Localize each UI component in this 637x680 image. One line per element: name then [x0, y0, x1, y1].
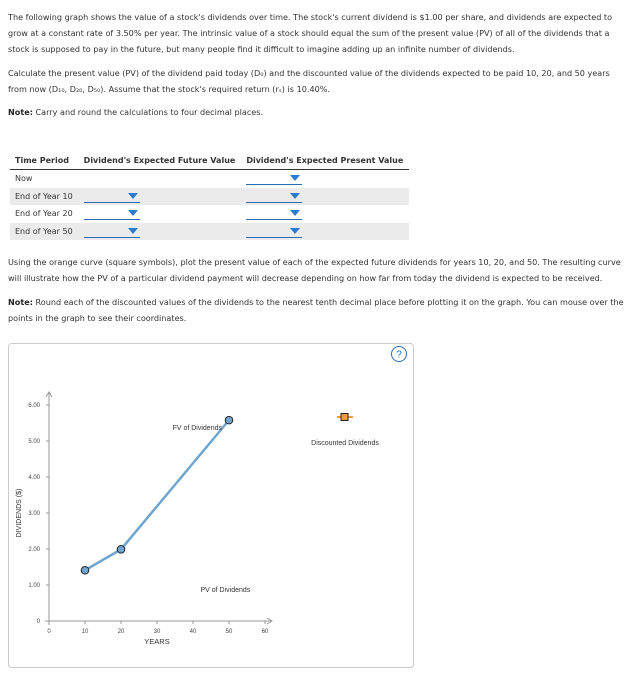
x-tick-label: 10	[82, 629, 89, 635]
y-arrow	[45, 391, 53, 398]
help-button[interactable]	[391, 346, 407, 362]
dropdown[interactable]	[83, 190, 140, 203]
note-text: Carry and round the calculations to four…	[35, 107, 264, 117]
header: Time Period	[10, 152, 79, 170]
row-label: End of Year 10	[10, 187, 79, 205]
intro: The following graph shows the value of a…	[8, 12, 613, 54]
point	[80, 565, 90, 575]
dropdown[interactable]	[246, 190, 303, 203]
y-tick-label: 3.00	[28, 511, 40, 517]
row-label: End of Year 50	[10, 222, 79, 240]
y-tick-label: 1.00	[28, 583, 40, 589]
task2: Using the orange curve (square symbols),…	[8, 257, 621, 283]
row-label: Now	[15, 174, 33, 184]
dropdown[interactable]	[83, 225, 140, 238]
help-icon[interactable]: ?	[396, 350, 402, 361]
series-label: FV of Dividends	[173, 425, 223, 432]
chart-panel: ? 0 1.00 2.00 3.00 4.00 5.00 6.00 0 10 20 30 40 50 60…	[8, 343, 414, 668]
table: Time Period Dividend's Expected Future Va…	[10, 152, 410, 240]
note-text: Round each of the discounted values of t…	[8, 297, 624, 323]
y-tick-label: 6.00	[28, 403, 40, 409]
dropdown[interactable]	[246, 225, 303, 238]
header: Dividend's Expected Present Value	[241, 152, 410, 170]
dropdown[interactable]	[246, 207, 303, 221]
point	[224, 415, 234, 425]
note: Note: Round each of the discounted value…	[8, 294, 628, 326]
dropdown[interactable]	[246, 172, 303, 186]
x-tick-label: 60	[262, 629, 269, 635]
y-tick-label: 4.00	[28, 475, 40, 481]
x-tick-label: 0	[47, 629, 51, 635]
task: Calculate the present value (PV) of the …	[8, 68, 610, 94]
point	[116, 545, 126, 554]
note-label: Note:	[8, 297, 33, 307]
header: Dividend's Expected Future Value	[78, 152, 242, 170]
x-axis-label: YEARS	[144, 637, 169, 646]
note-label: Note:	[8, 107, 33, 117]
x-arrow	[266, 617, 273, 625]
x-tick-label: 30	[154, 629, 161, 635]
y-axis-label: DIVIDENDS ($)	[16, 489, 23, 538]
y-tick-label: 2.00	[28, 547, 40, 553]
dropdown[interactable]	[83, 207, 140, 221]
x-tick-label: 40	[190, 629, 197, 635]
panel-border	[8, 343, 414, 668]
y-tick-label: 5.00	[28, 439, 40, 445]
annotation: PV of Dividends	[200, 587, 250, 594]
legend-label: Discounted Dividends	[311, 440, 379, 447]
legend-marker[interactable]	[340, 413, 349, 421]
row-label: End of Year 20	[15, 209, 73, 219]
x-tick-label: 20	[118, 629, 125, 635]
y-tick-label: 0	[37, 619, 41, 625]
note: Note: Carry and round the calculations t…	[8, 104, 628, 120]
x-tick-label: 50	[226, 629, 233, 635]
